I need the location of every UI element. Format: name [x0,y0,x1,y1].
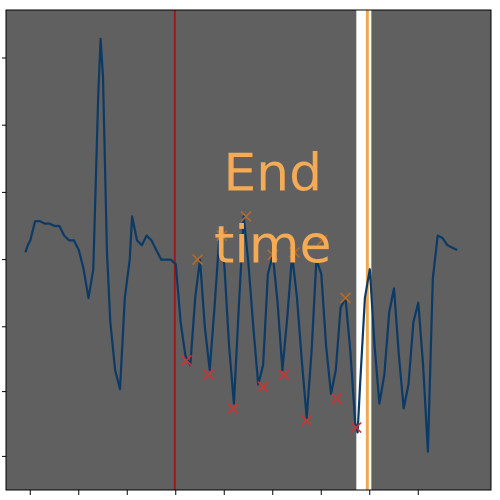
peak-marker-2 [240,210,252,222]
time-marker-lines [173,10,369,490]
plot-frame [5,9,492,491]
peak-marker-6 [339,292,352,304]
trough-marker-2 [227,402,239,414]
peak-marker-0 [192,254,204,266]
signal-series [24,37,458,453]
trough-markers [180,354,362,434]
plot-area [6,10,491,490]
peak-marker-3 [267,249,279,261]
annotation-line-2: time [214,215,331,275]
peak-marker-4 [289,246,301,258]
peak-markers [192,210,352,304]
peak-marker-5 [316,234,328,246]
trough-marker-6 [331,393,343,405]
trough-marker-7 [350,422,362,434]
trough-marker-1 [203,369,215,381]
trough-marker-3 [257,381,269,393]
peak-marker-1 [216,230,228,242]
trough-marker-4 [278,369,290,381]
trough-marker-5 [301,414,313,426]
signal-line-0 [24,37,458,453]
annotation-line-1: End [223,143,322,203]
trough-marker-0 [180,354,192,366]
axis-ticks [2,57,419,495]
